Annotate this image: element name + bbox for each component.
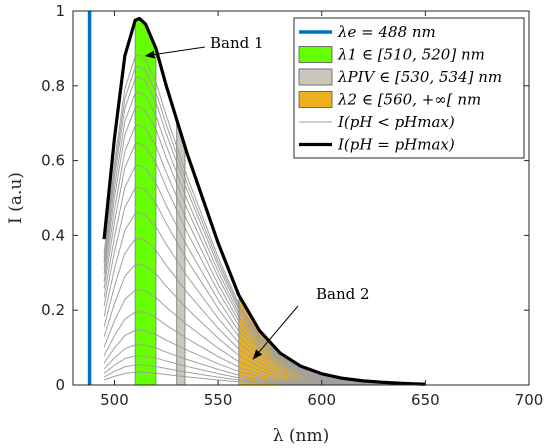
- y-axis-label: I (a.u): [6, 172, 26, 224]
- y-tick-label-1: 0: [55, 376, 65, 394]
- legend-swatch-2: [299, 47, 332, 63]
- x-tick-label-2: 550: [204, 391, 233, 409]
- x-tick-label-3: 600: [307, 391, 336, 409]
- y-tick-label-4: 0.6: [41, 152, 65, 170]
- annotation-text-2: Band 2: [316, 285, 370, 303]
- y-tick-label-3: 0.4: [41, 226, 65, 244]
- legend-label-4: λ2 ∈ [560, +∞[ nm: [337, 91, 481, 109]
- y-tick-label-5: 0.8: [41, 77, 65, 95]
- legend-label-6: I(pH = pHmax): [337, 136, 455, 154]
- legend: λe = 488 nm λ1 ∈ [510, 520] nm λPIV ∈ [530…: [294, 18, 524, 158]
- x-tick-label-4: 650: [411, 391, 440, 409]
- annotation-text-1: Band 1: [210, 34, 264, 52]
- x-tick-label-1: 500: [100, 391, 129, 409]
- legend-label-3: λPIV ∈ [530, 534] nm: [337, 68, 502, 86]
- y-tick-label-6: 1: [55, 2, 65, 20]
- legend-label-1: λe = 488 nm: [337, 23, 436, 41]
- y-tick-label-2: 0.2: [41, 301, 65, 319]
- legend-label-5: I(pH < pHmax): [337, 113, 455, 131]
- legend-label-2: λ1 ∈ [510, 520] nm: [337, 46, 485, 64]
- x-axis-label: λ (nm): [273, 426, 330, 446]
- legend-swatch-3: [299, 69, 332, 85]
- x-tick-label-5: 700: [515, 391, 544, 409]
- legend-swatch-4: [299, 92, 332, 108]
